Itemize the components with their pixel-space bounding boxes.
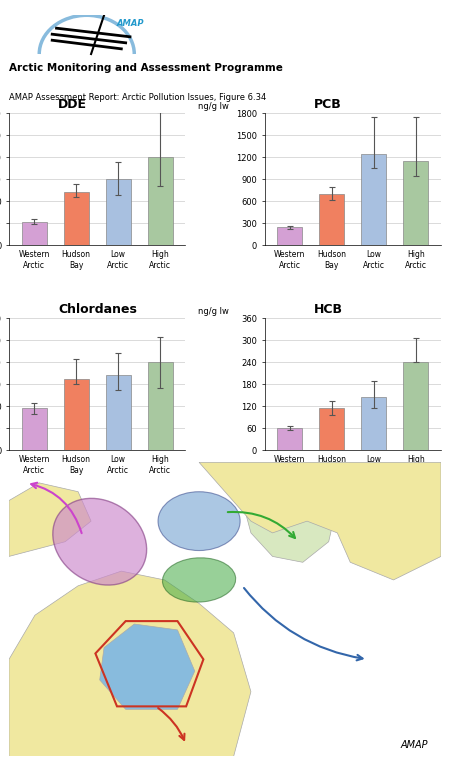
Bar — [22, 408, 47, 450]
FancyArrowPatch shape — [228, 512, 295, 538]
Ellipse shape — [158, 492, 240, 551]
Ellipse shape — [162, 558, 236, 602]
Text: Arctic Monitoring and Assessment Programme: Arctic Monitoring and Assessment Program… — [9, 63, 283, 73]
Bar — [361, 397, 387, 450]
Bar — [277, 429, 302, 450]
Bar — [63, 192, 89, 245]
FancyArrowPatch shape — [31, 483, 81, 533]
Text: Chlordanes: Chlordanes — [58, 303, 137, 316]
Text: DDE: DDE — [58, 98, 87, 111]
FancyArrowPatch shape — [244, 588, 363, 660]
Text: AMAP: AMAP — [400, 740, 428, 750]
Text: AMAP: AMAP — [117, 18, 144, 28]
Bar — [277, 227, 302, 245]
Bar — [319, 408, 344, 450]
Text: PCB: PCB — [314, 98, 342, 111]
Polygon shape — [9, 483, 91, 556]
Polygon shape — [242, 462, 338, 562]
Polygon shape — [100, 624, 195, 709]
Polygon shape — [9, 571, 251, 756]
Bar — [148, 362, 173, 450]
Bar — [22, 222, 47, 245]
Text: ng/g lw: ng/g lw — [198, 102, 229, 111]
Bar — [319, 194, 344, 245]
Text: HCB: HCB — [314, 303, 343, 316]
Bar — [361, 154, 387, 245]
Bar — [403, 161, 428, 245]
Ellipse shape — [53, 498, 147, 585]
Bar — [63, 379, 89, 450]
Bar — [106, 180, 131, 245]
Bar — [403, 362, 428, 450]
Bar — [106, 375, 131, 450]
Text: AMAP Assessment Report: Arctic Pollution Issues, Figure 6.34: AMAP Assessment Report: Arctic Pollution… — [9, 92, 266, 102]
Bar — [148, 157, 173, 245]
Text: ng/g lw: ng/g lw — [198, 306, 229, 316]
Polygon shape — [199, 462, 441, 580]
FancyArrowPatch shape — [158, 708, 184, 740]
